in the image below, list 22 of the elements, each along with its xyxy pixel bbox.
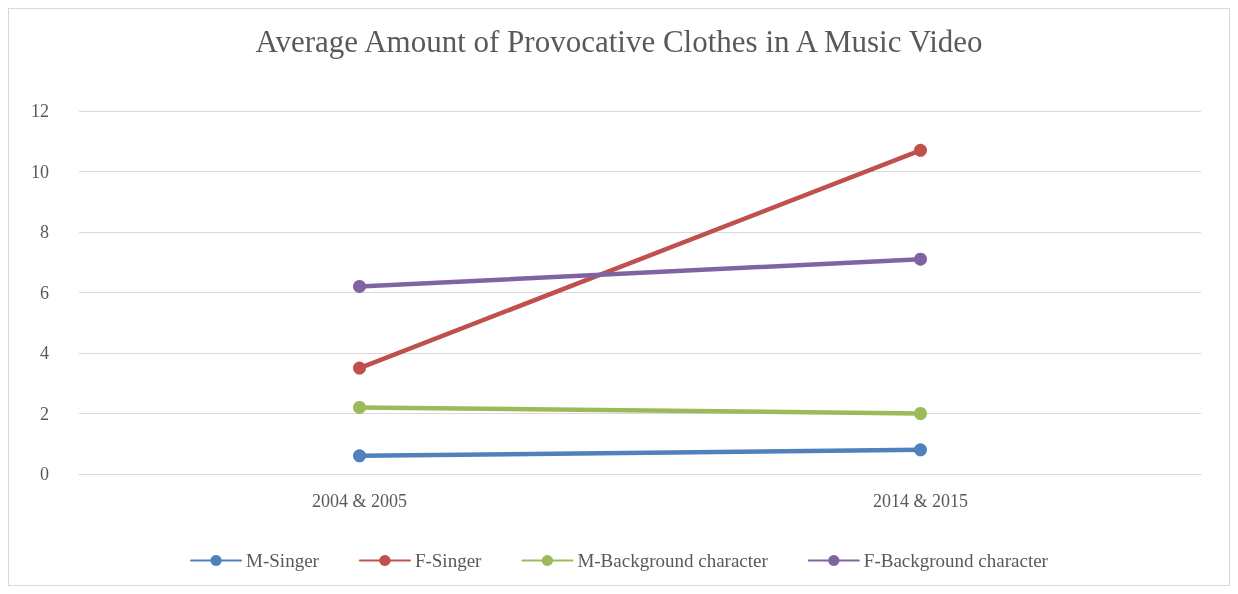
point <box>914 407 927 420</box>
x-tick-label: 2004 & 2005 <box>311 491 408 511</box>
point <box>353 279 366 293</box>
legend-label: M-Background character <box>577 550 769 571</box>
point <box>914 252 927 266</box>
legend-label: F-Singer <box>414 550 483 571</box>
point <box>353 361 366 375</box>
point <box>353 449 366 463</box>
point <box>353 400 366 414</box>
y-tick-label: 0 <box>40 464 49 484</box>
point <box>914 143 927 157</box>
y-tick-label: 6 <box>40 282 49 303</box>
y-tick-label: 12 <box>31 101 49 121</box>
chart-title: Average Amount of Provocative Clothes in A Music Video <box>255 24 983 59</box>
point <box>914 443 927 457</box>
x-tick-label: 2014 & 2015 <box>872 491 969 511</box>
legend-label: M-Singer <box>246 550 320 571</box>
y-tick-label: 8 <box>40 222 49 242</box>
legend-label: F-Background character <box>863 550 1049 571</box>
y-tick-label: 10 <box>31 161 49 182</box>
y-tick-label: 4 <box>40 343 49 363</box>
y-tick-label: 2 <box>40 403 49 424</box>
